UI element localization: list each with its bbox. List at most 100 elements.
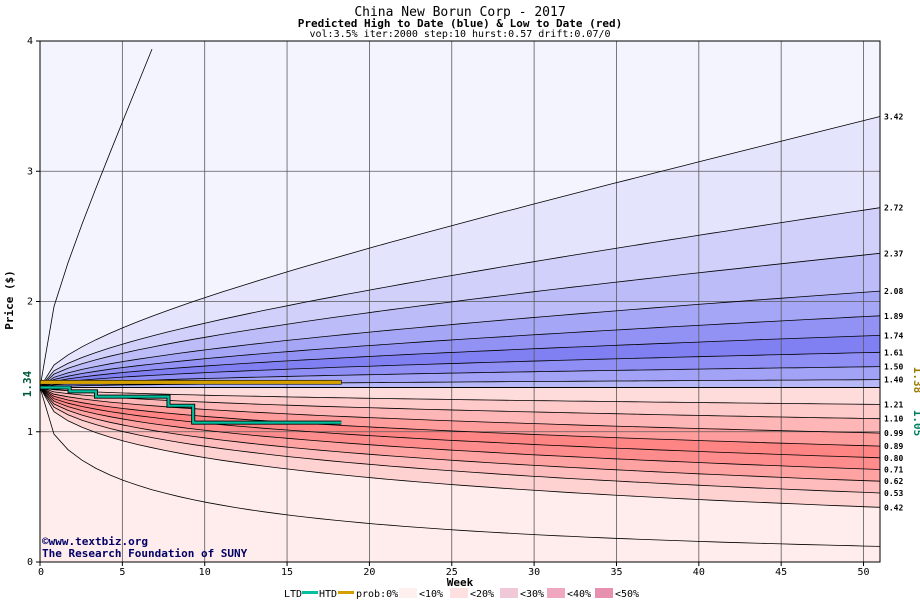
x-tick-label-6: 30 [528, 567, 540, 578]
legend-swatch-40 [547, 588, 565, 598]
legend-bin-40: <40% [567, 589, 591, 600]
y-tick-label-2: 2 [27, 297, 33, 308]
end-label-low-0: 1.21 [884, 400, 903, 409]
legend-htd-label: HTD [319, 589, 337, 600]
legend-ltd-label: LTD [284, 589, 302, 600]
htd-end-marker: 1.38 [911, 367, 920, 394]
end-label-low-7: 0.53 [884, 489, 903, 498]
htd-line [39, 379, 342, 385]
legend-prob-label: prob:0% [356, 589, 398, 600]
simulation-params: vol:3.5% iter:2000 step:10 hurst:0.57 dr… [309, 29, 610, 40]
legend-swatch-20 [450, 588, 468, 598]
legend-bin-50: <50% [615, 589, 639, 600]
quantile-high-line-2 [39, 252, 881, 388]
x-tick-label-3: 15 [281, 567, 293, 578]
chart-subtitle: Predicted High to Date (blue) & Low to D… [298, 17, 623, 30]
band-high-5 [40, 315, 880, 388]
quantile-low-line-7 [39, 387, 881, 494]
x-tick-label-7: 35 [610, 567, 622, 578]
quantile-high-line-6 [39, 351, 881, 388]
band-low-7 [40, 387, 880, 482]
grid-lines [40, 41, 880, 562]
end-label-low-5: 0.71 [884, 466, 903, 475]
band-low-1 [40, 387, 880, 405]
legend-swatch-10 [399, 588, 417, 598]
end-label-high-3: 2.08 [884, 287, 903, 296]
y-axis-label: Price ($) [3, 270, 16, 330]
quantile-high-line-4 [39, 315, 881, 388]
quantile-high-line-1 [39, 207, 881, 388]
x-axis-label: Week [447, 576, 474, 589]
x-tick-label-1: 5 [119, 567, 125, 578]
ltd-line [40, 386, 342, 424]
legend-bin-30: <30% [520, 589, 544, 600]
quantile-high-line-3 [39, 290, 881, 388]
legend-swatch-30 [500, 588, 518, 598]
legend-swatch-50 [595, 588, 613, 598]
end-label-low-1: 1.10 [884, 415, 903, 424]
band-high-7 [40, 352, 880, 388]
end-label-low-2: 0.99 [884, 429, 903, 438]
y-tick-label-4: 4 [27, 36, 33, 47]
chart-title: China New Borun Corp - 2017 [354, 5, 565, 20]
band-high-1 [40, 116, 880, 388]
quantile-low-line-2 [39, 387, 881, 434]
end-label-high-6: 1.61 [884, 348, 903, 357]
band-high-9 [40, 379, 880, 388]
y-tick-label-0: 0 [27, 557, 33, 568]
end-label-high-1: 2.72 [884, 204, 903, 213]
end-label-high-7: 1.50 [884, 363, 903, 372]
start-price-marker: 1.34 [21, 370, 34, 397]
quantile-lines [39, 48, 881, 547]
band-low-6 [40, 387, 880, 470]
end-label-low-4: 0.80 [884, 454, 903, 463]
credit-foundation: The Research Foundation of SUNY [42, 547, 248, 560]
end-label-high-5: 1.74 [884, 331, 903, 340]
quantile-low-line-4 [39, 387, 881, 459]
end-label-high-4: 1.89 [884, 312, 903, 321]
quantile-high-line-7 [39, 366, 881, 388]
band-high-6 [40, 335, 880, 388]
x-tick-label-2: 10 [199, 567, 211, 578]
quantile-low-line-5 [39, 387, 881, 470]
x-tick-label-5: 25 [446, 567, 458, 578]
quantile-high-line-5 [39, 335, 881, 388]
ltd-end-marker: 1.05 [911, 410, 920, 437]
y-tick-label-1: 1 [27, 427, 33, 438]
x-tick-label-10: 50 [858, 567, 870, 578]
end-label-low-3: 0.89 [884, 442, 903, 451]
band-low-9 [40, 387, 880, 508]
legend-bin-20: <20% [470, 589, 494, 600]
quantile-low-line-8 [39, 387, 881, 508]
axis-ticks: 0 5 10 15 20 25 30 35 40 45 50 0 1 2 3 4 [27, 36, 870, 578]
quantile-low-line-3 [39, 387, 881, 447]
legend-bin-10: <10% [419, 589, 443, 600]
legend-ltd-swatch [302, 591, 318, 594]
end-label-high-2: 2.37 [884, 249, 903, 258]
quantile-high-line-0 [39, 116, 881, 388]
x-tick-label-8: 40 [693, 567, 705, 578]
end-label-low-8: 0.42 [884, 503, 903, 512]
end-label-high-8: 1.40 [884, 376, 903, 385]
end-label-low-6: 0.62 [884, 477, 903, 486]
band-low-2 [40, 387, 880, 419]
band-low-8 [40, 387, 880, 493]
quantile-low-line-0 [39, 387, 881, 405]
band-high-2 [40, 207, 880, 388]
band-low-5 [40, 387, 880, 458]
end-value-labels: 3.42 2.72 2.37 2.08 1.89 1.74 1.61 1.50 1.40 1.21… [884, 113, 903, 513]
y-tick-label-3: 3 [27, 166, 33, 177]
quantile-low-line-6 [39, 387, 881, 482]
x-tick-label-0: 0 [38, 567, 44, 578]
end-label-high-0: 3.42 [884, 113, 903, 122]
outer-low-line [39, 387, 881, 547]
legend: LTD HTD prob:0% <10% <20% <30% <40% <50% [284, 588, 639, 600]
outer-high-line [39, 48, 153, 388]
x-tick-label-4: 20 [363, 567, 375, 578]
band-high-3 [40, 253, 880, 388]
credit-website: ©www.textbiz.org [42, 535, 148, 548]
x-tick-label-9: 45 [775, 567, 787, 578]
legend-htd-swatch [338, 591, 354, 594]
